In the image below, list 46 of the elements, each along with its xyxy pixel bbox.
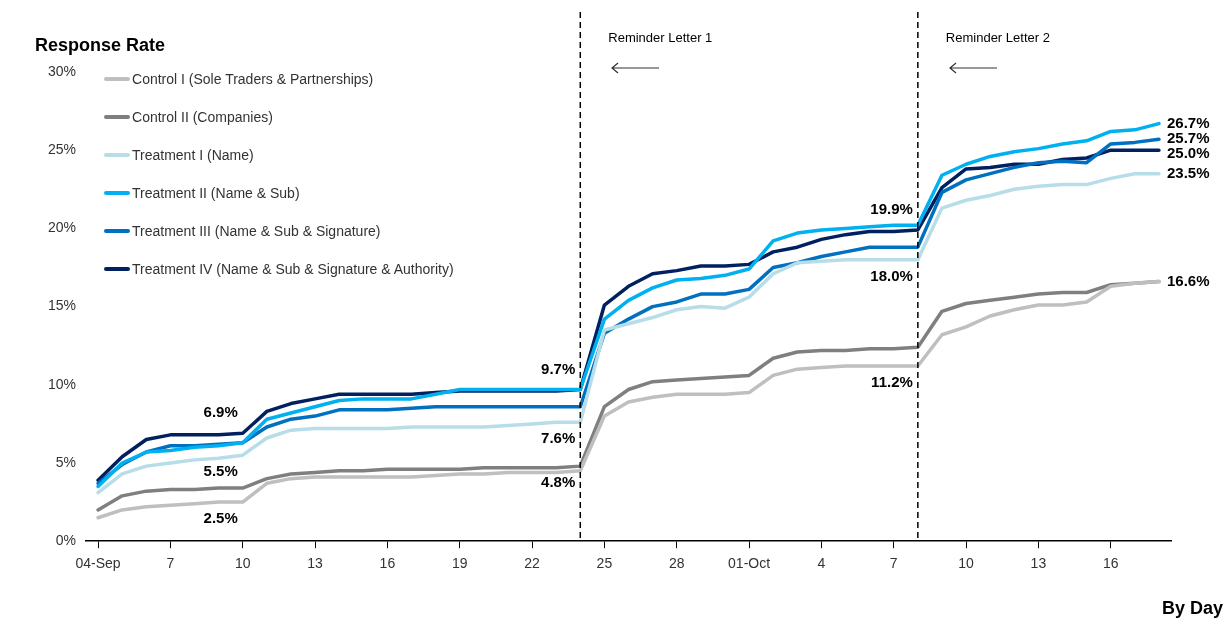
y-tick-label: 0% [55, 532, 77, 549]
legend-label: Treatment IV (Name & Sub & Signature & Authority) [132, 261, 454, 277]
x-tick-label: 13 [307, 555, 324, 572]
x-tick-label: 13 [1030, 555, 1047, 572]
ref-line-label: Reminder Letter 2 [945, 29, 1050, 45]
legend-label: Control I (Sole Traders & Partnerships) [132, 71, 374, 87]
data-label: 7.6% [541, 429, 576, 447]
y-axis-title: Response Rate [35, 35, 166, 56]
data-label: 19.9% [870, 200, 913, 218]
data-label: 26.7% [1166, 113, 1210, 131]
x-tick-label: 7 [889, 555, 898, 572]
x-tick-label: 28 [668, 555, 685, 572]
x-tick-label: 25 [596, 555, 613, 572]
y-tick-label: 20% [47, 219, 77, 236]
data-label: 2.5% [203, 509, 238, 527]
data-label: 5.5% [203, 462, 238, 480]
data-label: 23.5% [1166, 163, 1210, 181]
legend-label: Treatment I (Name) [132, 147, 254, 163]
data-label: 16.6% [1166, 271, 1210, 289]
data-label: 6.9% [203, 403, 238, 421]
y-tick-label: 15% [47, 297, 77, 314]
data-label: 25.0% [1166, 144, 1210, 162]
data-label: 4.8% [541, 473, 576, 491]
y-tick-label: 25% [47, 141, 77, 158]
x-tick-label: 10 [958, 555, 975, 572]
x-tick-label: 04-Sep [75, 555, 121, 572]
data-label: 9.7% [541, 359, 576, 377]
x-tick-label: 01-Oct [728, 555, 771, 572]
x-tick-label: 16 [379, 555, 396, 572]
data-label: 25.7% [1166, 129, 1210, 147]
x-tick-label: 4 [817, 555, 826, 572]
y-tick-label: 5% [55, 453, 77, 470]
legend-label: Treatment III (Name & Sub & Signature) [132, 223, 381, 239]
y-tick-label: 10% [47, 375, 77, 392]
data-label: 18.0% [870, 266, 913, 284]
x-axis-title: By Day [1161, 598, 1223, 619]
x-tick-label: 19 [451, 555, 468, 572]
ref-line-label: Reminder Letter 1 [608, 29, 713, 45]
legend-label: Treatment II (Name & Sub) [132, 185, 300, 201]
y-tick-label: 30% [47, 62, 77, 79]
x-tick-label: 16 [1102, 555, 1119, 572]
x-tick-label: 7 [166, 555, 175, 572]
legend-label: Control II (Companies) [132, 109, 273, 125]
x-tick-label: 22 [524, 555, 541, 572]
x-tick-label: 10 [234, 555, 251, 572]
data-label: 11.2% [871, 373, 913, 391]
